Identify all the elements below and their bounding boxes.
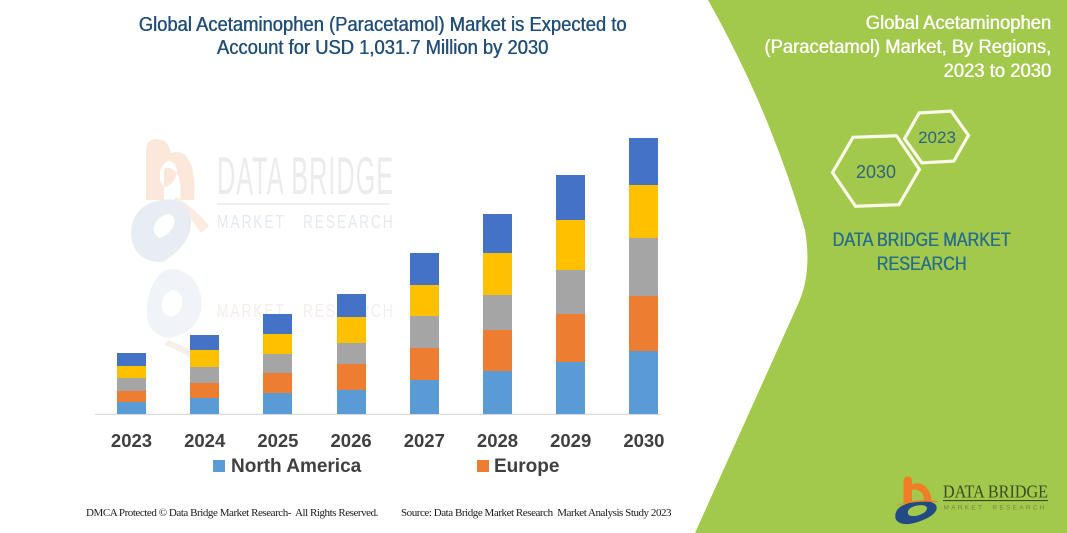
svg-text:MARKET RESEARCH: MARKET RESEARCH (944, 505, 1045, 512)
svg-text:DATA BRIDGE: DATA BRIDGE (943, 482, 1048, 502)
